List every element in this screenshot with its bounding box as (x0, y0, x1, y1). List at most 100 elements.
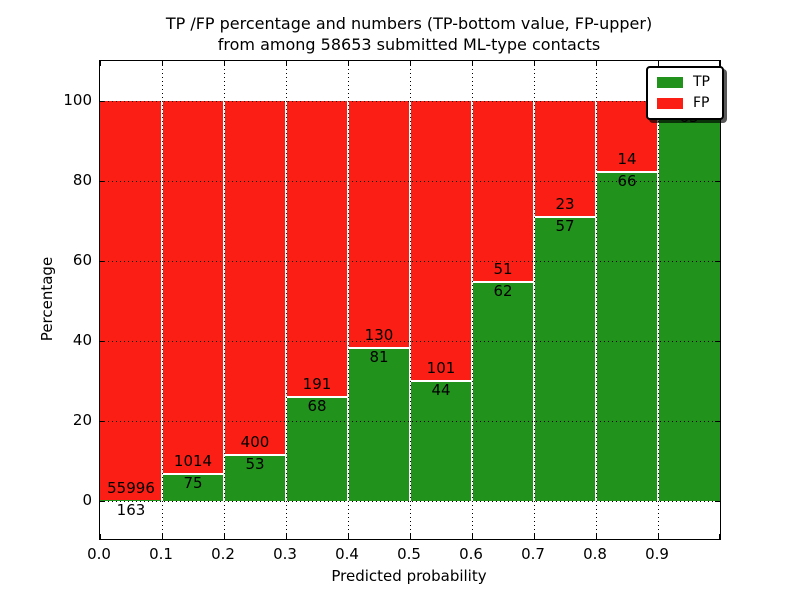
y-tick-label: 100 (63, 91, 92, 109)
x-tick-mark (100, 534, 101, 539)
fp-count-label: 400 (240, 433, 270, 452)
x-tick-label: 0.1 (149, 545, 173, 563)
chart-title: TP /FP percentage and numbers (TP-bottom… (99, 13, 719, 55)
tp-count-label: 75 (183, 474, 203, 493)
x-tick-mark (472, 61, 473, 66)
vertical-gridline (596, 61, 597, 539)
fp-count-label: 191 (302, 374, 332, 393)
x-tick-mark (162, 61, 163, 66)
fp-bar-segment (472, 101, 534, 282)
tp-count-label: 44 (431, 380, 451, 399)
x-tick-mark (472, 534, 473, 539)
x-tick-mark (534, 61, 535, 66)
fp-bar-segment (162, 101, 224, 474)
y-tick-mark (100, 421, 105, 422)
tp-bar-segment (658, 107, 720, 501)
fp-count-label: 23 (555, 194, 575, 213)
y-tick-label: 20 (72, 411, 92, 429)
plot-area: TP FP 55996 163 1014 75 400 53 191 68 130 81 101 44… (99, 60, 724, 540)
fp-bar-segment (224, 101, 286, 455)
x-tick-mark (348, 61, 349, 66)
x-tick-mark (596, 61, 597, 66)
x-tick-mark (719, 61, 720, 66)
x-tick-label: 0.9 (645, 545, 669, 563)
vertical-gridline (348, 61, 349, 539)
x-tick-label: 0.3 (273, 545, 297, 563)
x-tick-label: 0.2 (211, 545, 235, 563)
x-tick-mark (286, 61, 287, 66)
tp-bar-segment (286, 395, 348, 501)
horizontal-gridline (100, 181, 720, 182)
vertical-gridline (658, 61, 659, 539)
x-tick-label: 0.4 (335, 545, 359, 563)
tp-bar-segment (596, 171, 658, 501)
tp-bar-segment (162, 473, 224, 501)
y-tick-mark (100, 341, 105, 342)
legend: TP FP (646, 66, 724, 120)
tp-count-label: 68 (307, 396, 327, 415)
x-tick-mark (719, 534, 720, 539)
y-tick-label: 0 (82, 491, 92, 509)
horizontal-gridline (100, 261, 720, 262)
y-tick-mark (100, 501, 105, 502)
y-tick-mark (715, 341, 720, 342)
y-tick-label: 40 (72, 331, 92, 349)
x-tick-mark (658, 534, 659, 539)
x-tick-label: 0.8 (583, 545, 607, 563)
fp-count-label: 51 (493, 260, 513, 279)
fp-bar-segment (286, 101, 348, 396)
tp-bar-segment (348, 347, 410, 501)
x-tick-mark (224, 534, 225, 539)
legend-label-tp: TP (693, 74, 710, 90)
fp-count-label: 14 (617, 150, 637, 168)
fp-count-label: 55996 (107, 478, 155, 497)
fp-bar-segment (348, 101, 410, 348)
tp-bar-segment (534, 215, 596, 501)
y-tick-label: 60 (72, 251, 92, 269)
vertical-gridline (534, 61, 535, 539)
tp-count-label: 62 (493, 282, 513, 301)
x-tick-mark (224, 61, 225, 66)
x-tick-mark (410, 534, 411, 539)
y-tick-label: 80 (72, 171, 92, 189)
legend-label-fp: FP (693, 95, 710, 111)
x-tick-label: 0.5 (397, 545, 421, 563)
horizontal-gridline (100, 421, 720, 422)
y-tick-mark (715, 181, 720, 182)
fp-count-label: 130 (364, 326, 394, 345)
tp-count-label: 57 (555, 216, 575, 235)
y-tick-mark (100, 261, 105, 262)
tp-bar-segment (100, 499, 162, 501)
vertical-gridline (410, 61, 411, 539)
horizontal-gridline (100, 501, 720, 502)
y-tick-mark (100, 181, 105, 182)
tp-bar-segment (224, 454, 286, 501)
x-tick-mark (658, 61, 659, 66)
x-tick-label: 0.6 (459, 545, 483, 563)
x-tick-label: 0.0 (87, 545, 111, 563)
fp-bar-segment (410, 101, 472, 380)
y-tick-mark (715, 261, 720, 262)
vertical-gridline (472, 61, 473, 539)
y-tick-mark (715, 421, 720, 422)
x-tick-mark (162, 534, 163, 539)
x-tick-mark (596, 534, 597, 539)
legend-entry-tp: TP (657, 75, 710, 90)
x-tick-mark (410, 61, 411, 66)
tp-bar-segment (472, 281, 534, 501)
x-tick-label: 0.7 (521, 545, 545, 563)
tp-bar-segment (410, 379, 472, 501)
vertical-gridline (162, 61, 163, 539)
fp-swatch-icon (657, 98, 683, 109)
vertical-gridline (286, 61, 287, 539)
fp-bar-segment (100, 101, 162, 500)
y-tick-mark (100, 101, 105, 102)
chart-title-line1: TP /FP percentage and numbers (TP-bottom… (165, 14, 653, 33)
horizontal-gridline (100, 341, 720, 342)
tp-count-label: 163 (116, 500, 146, 519)
x-tick-mark (348, 534, 349, 539)
y-tick-mark (715, 501, 720, 502)
y-axis-label: Percentage (38, 256, 56, 342)
tp-count-label: 53 (245, 455, 265, 474)
